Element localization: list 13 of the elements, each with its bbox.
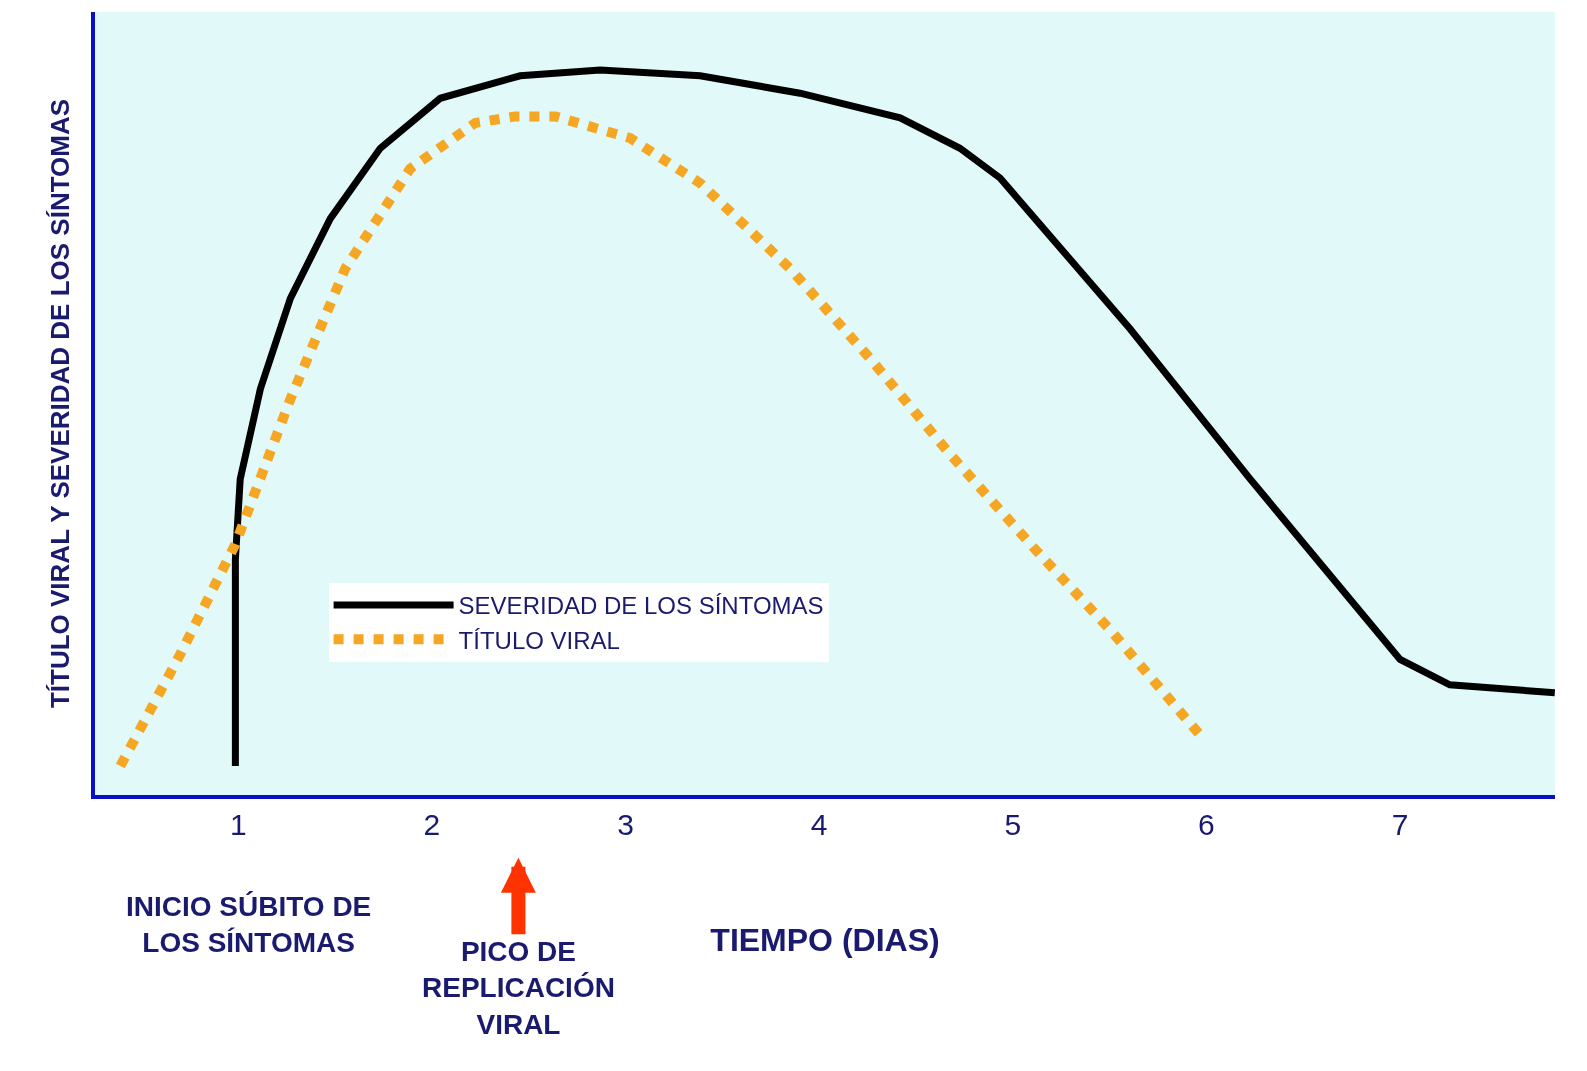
x-tick-label: 4: [810, 808, 828, 841]
x-tick-label: 1: [229, 808, 247, 841]
x-axis-title: TIEMPO (DIAS): [710, 922, 940, 959]
x-tick-label: 5: [1004, 808, 1022, 841]
y-axis-title: TÍTULO VIRAL Y SEVERIDAD DE LOS SÍNTOMAS: [44, 98, 75, 709]
x-tick-label: 2: [423, 808, 441, 841]
text: PICO DE REPLICACIÓN VIRAL: [422, 936, 615, 1040]
text: INICIO SÚBITO DE LOS SÍNTOMAS: [126, 891, 372, 959]
x-tick-label: 6: [1198, 808, 1215, 841]
x-tick-label: 7: [1391, 808, 1409, 841]
legend-label: SEVERIDAD DE LOS SÍNTOMAS: [458, 592, 824, 620]
x-tick-label: 3: [617, 808, 634, 841]
legend-label: TÍTULO VIRAL: [458, 626, 620, 654]
